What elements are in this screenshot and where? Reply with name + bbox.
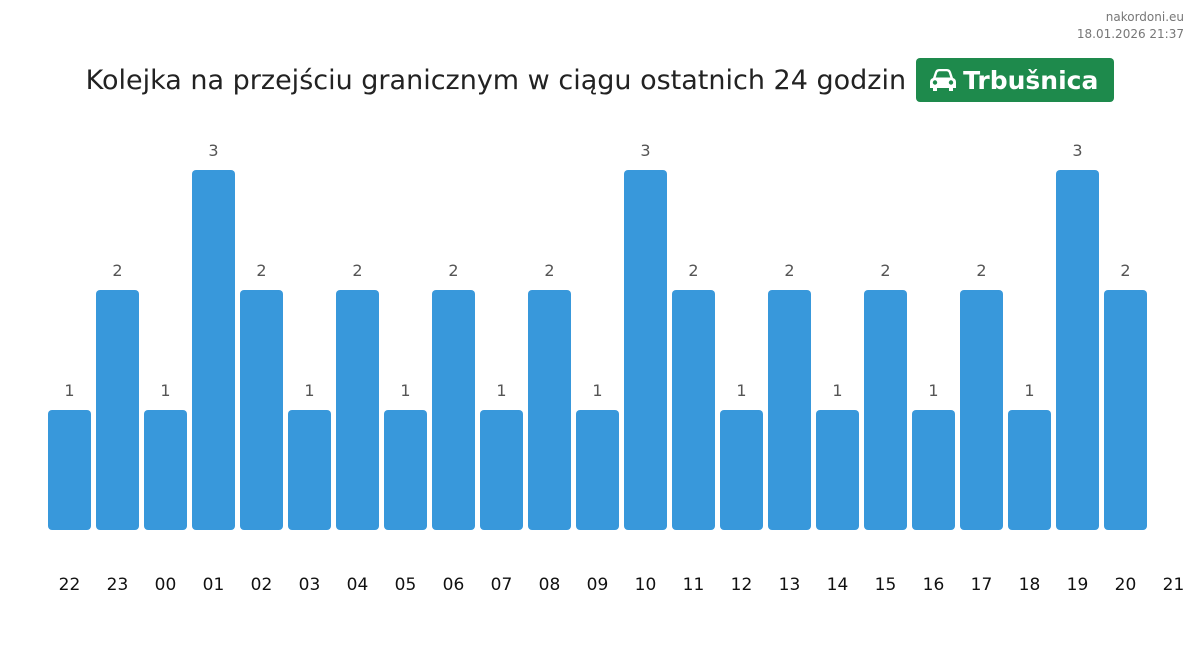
- bar-16: [912, 410, 955, 530]
- value-label-05: 1: [400, 381, 410, 400]
- value-label-15: 2: [880, 261, 890, 280]
- bar-18: [1008, 410, 1051, 530]
- crossing-name: Trbušnica: [963, 65, 1099, 95]
- site-name: nakordoni.eu: [1105, 10, 1184, 24]
- x-tick-label-18: 18: [1019, 575, 1041, 595]
- bar-13: [768, 290, 811, 530]
- bar-08: [528, 290, 571, 530]
- x-tick-label-01: 01: [203, 575, 225, 595]
- bar-20: [1104, 290, 1147, 530]
- x-tick-label-08: 08: [539, 575, 561, 595]
- timestamp: 18.01.2026 21:37: [1076, 27, 1184, 41]
- page-title: Kolejka na przejściu granicznym w ciągu …: [85, 64, 907, 96]
- x-tick-label-22: 22: [59, 575, 81, 595]
- x-tick-label-20: 20: [1115, 575, 1137, 595]
- value-label-16: 1: [928, 381, 938, 400]
- x-tick-label-17: 17: [971, 575, 993, 595]
- header: Kolejka na przejściu granicznym w ciągu …: [0, 58, 1200, 102]
- value-label-23: 2: [112, 261, 122, 280]
- value-label-22: 1: [64, 381, 74, 400]
- x-tick-label-14: 14: [827, 575, 849, 595]
- value-label-11: 2: [688, 261, 698, 280]
- x-tick-label-11: 11: [683, 575, 705, 595]
- bar-02: [240, 290, 283, 530]
- value-label-19: 3: [1072, 141, 1082, 160]
- brand-info: nakordoni.eu 18.01.2026 21:37: [1077, 9, 1184, 43]
- bar-22: [48, 410, 91, 530]
- bar-17: [960, 290, 1003, 530]
- bar-04: [336, 290, 379, 530]
- bar-06: [432, 290, 475, 530]
- x-tick-label-15: 15: [875, 575, 897, 595]
- value-label-06: 2: [448, 261, 458, 280]
- bar-01: [192, 170, 235, 530]
- bar-23: [96, 290, 139, 530]
- x-tick-label-04: 04: [347, 575, 369, 595]
- x-tick-label-02: 02: [251, 575, 273, 595]
- x-tick-label-16: 16: [923, 575, 945, 595]
- value-label-18: 1: [1024, 381, 1034, 400]
- x-tick-label-12: 12: [731, 575, 753, 595]
- x-tick-label-09: 09: [587, 575, 609, 595]
- value-label-10: 3: [640, 141, 650, 160]
- value-label-17: 2: [976, 261, 986, 280]
- value-label-14: 1: [832, 381, 842, 400]
- x-tick-label-07: 07: [491, 575, 513, 595]
- bar-10: [624, 170, 667, 530]
- value-label-09: 1: [592, 381, 602, 400]
- x-tick-label-10: 10: [635, 575, 657, 595]
- bar-11: [672, 290, 715, 530]
- car-icon: [929, 68, 957, 92]
- value-label-12: 1: [736, 381, 746, 400]
- value-label-00: 1: [160, 381, 170, 400]
- value-label-01: 3: [208, 141, 218, 160]
- crossing-badge: Trbušnica: [916, 58, 1115, 102]
- bar-19: [1056, 170, 1099, 530]
- bar-12: [720, 410, 763, 530]
- bar-03: [288, 410, 331, 530]
- bar-07: [480, 410, 523, 530]
- value-label-02: 2: [256, 261, 266, 280]
- x-tick-label-06: 06: [443, 575, 465, 595]
- x-tick-label-00: 00: [155, 575, 177, 595]
- bar-14: [816, 410, 859, 530]
- x-tick-label-21: 21: [1163, 575, 1185, 595]
- x-tick-label-03: 03: [299, 575, 321, 595]
- value-label-20: 2: [1120, 261, 1130, 280]
- value-label-07: 1: [496, 381, 506, 400]
- x-tick-label-05: 05: [395, 575, 417, 595]
- x-tick-label-13: 13: [779, 575, 801, 595]
- value-label-13: 2: [784, 261, 794, 280]
- bar-09: [576, 410, 619, 530]
- value-label-08: 2: [544, 261, 554, 280]
- bar-00: [144, 410, 187, 530]
- value-label-04: 2: [352, 261, 362, 280]
- bar-05: [384, 410, 427, 530]
- value-label-03: 1: [304, 381, 314, 400]
- x-tick-label-19: 19: [1067, 575, 1089, 595]
- bar-15: [864, 290, 907, 530]
- x-tick-label-23: 23: [107, 575, 129, 595]
